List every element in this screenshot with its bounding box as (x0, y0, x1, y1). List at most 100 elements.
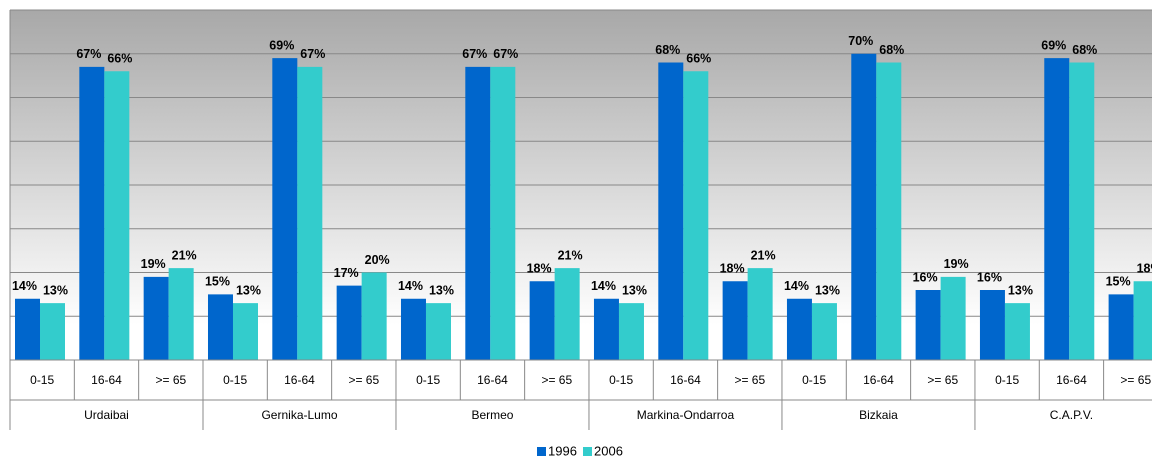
group-label: C.A.P.V. (1050, 408, 1093, 422)
bar (40, 303, 65, 360)
data-label: 14% (591, 279, 616, 293)
bar (554, 268, 580, 360)
legend-label: 1996 (548, 443, 577, 458)
data-label: 70% (848, 34, 873, 48)
data-label: 13% (43, 283, 68, 297)
bar (361, 272, 387, 360)
data-label: 66% (686, 52, 711, 66)
data-label: 67% (493, 47, 518, 61)
bar (658, 62, 684, 360)
x-tick-label: 0-15 (223, 373, 247, 387)
bar (79, 66, 105, 360)
x-tick-label: >= 65 (348, 373, 379, 387)
data-label: 68% (879, 43, 904, 57)
bar (1004, 303, 1030, 360)
data-label: 21% (558, 248, 583, 262)
data-label: 15% (1106, 275, 1131, 289)
bar (143, 276, 169, 360)
data-label: 19% (141, 257, 166, 271)
data-label: 18% (1137, 262, 1152, 276)
group-label: Bizkaia (859, 408, 898, 422)
x-tick-label: 0-15 (609, 373, 633, 387)
data-label: 16% (913, 270, 938, 284)
bar (232, 303, 258, 360)
bar (272, 58, 298, 360)
data-label: 67% (300, 47, 325, 61)
legend-swatch (537, 447, 546, 456)
legend-label: 2006 (594, 443, 623, 458)
bar (915, 290, 941, 360)
bar (683, 71, 709, 360)
x-tick-label: 0-15 (30, 373, 54, 387)
data-label: 21% (751, 248, 776, 262)
bar (1069, 62, 1095, 360)
bar (336, 285, 362, 360)
data-label: 15% (205, 275, 230, 289)
bar (465, 66, 491, 360)
x-tick-label: 16-64 (863, 373, 894, 387)
bar (876, 62, 902, 360)
data-label: 18% (527, 262, 552, 276)
bar (940, 276, 966, 360)
data-label: 14% (398, 279, 423, 293)
bar (786, 298, 812, 360)
x-tick-label: >= 65 (927, 373, 958, 387)
bar (297, 66, 323, 360)
data-label: 66% (107, 52, 132, 66)
data-label: 14% (784, 279, 809, 293)
x-tick-label: 16-64 (477, 373, 508, 387)
data-label: 68% (1072, 43, 1097, 57)
bar (851, 53, 877, 360)
group-label: Urdaibai (84, 408, 129, 422)
bar (1044, 58, 1070, 360)
bar (490, 66, 516, 360)
data-label: 16% (977, 270, 1002, 284)
data-label: 67% (76, 47, 101, 61)
bar (529, 281, 555, 360)
data-label: 69% (269, 38, 294, 52)
x-tick-label: >= 65 (541, 373, 572, 387)
group-label: Gernika-Lumo (261, 408, 337, 422)
x-tick-label: 16-64 (670, 373, 701, 387)
data-label: 17% (334, 266, 359, 280)
data-label: 18% (720, 262, 745, 276)
data-label: 68% (655, 43, 680, 57)
data-label: 13% (1008, 283, 1033, 297)
bar (618, 303, 644, 360)
group-label: Bermeo (471, 408, 513, 422)
data-label: 67% (462, 47, 487, 61)
bar (722, 281, 748, 360)
x-tick-label: >= 65 (155, 373, 186, 387)
data-label: 21% (172, 248, 197, 262)
data-label: 13% (815, 283, 840, 297)
data-label: 13% (622, 283, 647, 297)
bar (747, 268, 773, 360)
data-label: 13% (429, 283, 454, 297)
bar (979, 290, 1005, 360)
bar (168, 268, 194, 360)
data-label: 14% (12, 279, 37, 293)
data-label: 19% (944, 257, 969, 271)
x-tick-label: >= 65 (1120, 373, 1151, 387)
data-label: 20% (365, 253, 390, 267)
x-tick-label: 0-15 (802, 373, 826, 387)
bar (1133, 281, 1152, 360)
bar (811, 303, 837, 360)
x-tick-label: >= 65 (734, 373, 765, 387)
legend-swatch (583, 447, 592, 456)
bar (593, 298, 619, 360)
group-label: Markina-Ondarroa (637, 408, 735, 422)
bar (104, 71, 130, 360)
x-tick-label: 16-64 (284, 373, 315, 387)
bar (400, 298, 426, 360)
bar (15, 298, 40, 360)
data-label: 13% (236, 283, 261, 297)
bar (1108, 294, 1134, 360)
data-label: 69% (1041, 38, 1066, 52)
x-tick-label: 16-64 (91, 373, 122, 387)
x-tick-label: 0-15 (995, 373, 1019, 387)
x-tick-label: 16-64 (1056, 373, 1087, 387)
bar (207, 294, 233, 360)
bar (425, 303, 451, 360)
